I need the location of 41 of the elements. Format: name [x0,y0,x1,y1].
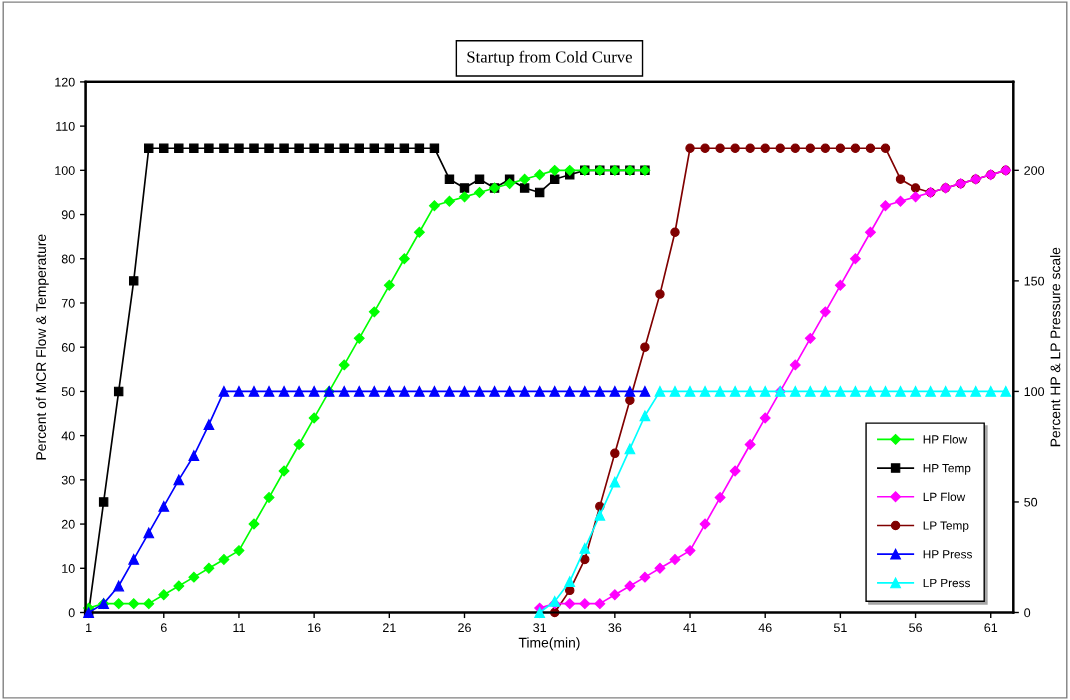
legend-label: LP Temp [923,521,969,533]
legend-label: LP Flow [923,492,966,502]
y-tick-label: 20 [61,519,75,529]
y-tick-label: 120 [55,77,75,87]
x-axis-title: Time(min) [518,637,580,651]
x-tick-label: 21 [382,623,396,632]
x-tick-label: 31 [533,623,547,633]
y-axis-title: Percent of MCR Flow & Temperature [35,234,49,460]
y2-tick-label: 0 [1024,608,1031,618]
x-tick-label: 6 [160,623,167,633]
y-tick-label: 0 [68,608,75,618]
x-tick-label: 56 [909,623,922,633]
y-tick-label: 90 [61,210,75,220]
chart-title: Startup from Cold Curve [467,50,632,67]
y-tick-label: 10 [62,564,75,573]
y2-tick-label: 150 [1024,276,1045,286]
x-tick-label: 51 [833,623,847,633]
y-tick-label: 70 [61,298,75,308]
y2-tick-label: 50 [1024,497,1038,507]
x-tick-label: 61 [984,623,998,633]
legend-label: HP Flow [923,434,968,444]
x-tick-label: 26 [458,623,471,633]
legend-label: HP Temp [923,464,971,475]
legend-label: HP Press [923,550,972,559]
y-tick-label: 60 [61,343,75,352]
y-tick-label: 30 [61,475,75,485]
x-tick-label: 46 [758,623,772,633]
y-tick-label: 80 [61,254,75,264]
y-tick-label: 50 [61,387,75,397]
y2-tick-label: 200 [1024,166,1045,175]
y2-axis-title: Percent HP & LP Pressure scale [1050,247,1061,447]
x-tick-label: 41 [683,623,697,632]
x-tick-label: 36 [608,623,622,633]
x-tick-label: 16 [308,623,321,633]
y-tick-label: 110 [56,121,75,131]
legend-label: LP Press [923,578,970,588]
y-tick-label: 40 [61,431,75,441]
y-tick-label: 100 [55,166,75,175]
y2-tick-label: 100 [1024,387,1045,397]
x-tick-label: 1 [86,623,92,632]
x-tick-label: 11 [233,623,245,632]
